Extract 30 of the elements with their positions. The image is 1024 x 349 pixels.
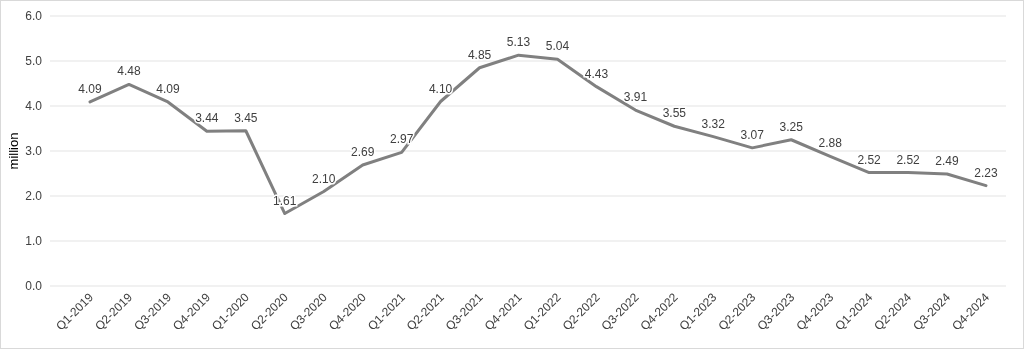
- y-tick-label: 6.0: [25, 9, 43, 24]
- data-label: 2.49: [935, 153, 960, 168]
- data-label: 3.55: [662, 106, 687, 121]
- data-label: 4.43: [584, 66, 609, 81]
- data-label: 3.45: [234, 110, 258, 125]
- data-label: 4.10: [428, 81, 453, 96]
- data-label: 2.69: [351, 144, 375, 159]
- y-tick-label: 0.0: [25, 279, 43, 294]
- y-tick-label: 3.0: [25, 144, 43, 159]
- data-label: 3.44: [195, 111, 219, 126]
- data-label: 5.13: [506, 35, 531, 50]
- y-tick-label: 1.0: [25, 234, 43, 249]
- data-label: 2.52: [857, 152, 882, 167]
- y-tick-label: 5.0: [25, 54, 43, 69]
- data-label: 4.09: [156, 81, 180, 96]
- y-tick-label: 4.0: [25, 99, 43, 114]
- data-label: 2.10: [312, 171, 336, 186]
- y-axis-title: million: [6, 132, 21, 170]
- data-label: 2.88: [818, 136, 843, 151]
- data-label: 4.09: [78, 81, 102, 96]
- data-label: 3.91: [623, 90, 648, 105]
- data-label: 2.23: [974, 165, 998, 180]
- data-label: 4.85: [467, 47, 492, 62]
- data-label: 5.04: [545, 39, 570, 54]
- data-label: 3.07: [740, 127, 765, 142]
- data-label: 3.32: [701, 116, 726, 131]
- y-tick-label: 2.0: [25, 189, 43, 204]
- data-label: 2.52: [896, 152, 921, 167]
- data-label: 4.48: [117, 64, 141, 79]
- data-label: 3.25: [779, 119, 804, 134]
